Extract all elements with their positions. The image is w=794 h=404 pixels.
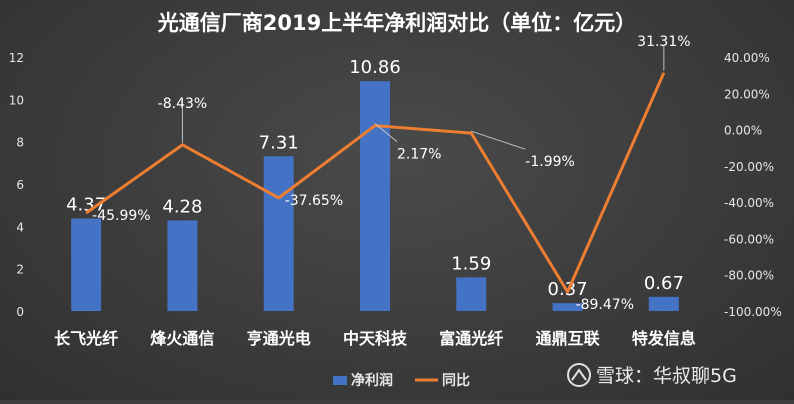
legend: 净利润 同比 bbox=[333, 372, 470, 389]
left-tick-label: 6 bbox=[16, 178, 24, 192]
bar bbox=[71, 218, 102, 311]
line-value-label: -45.99% bbox=[92, 208, 150, 224]
bar-value-label: 7.31 bbox=[259, 132, 299, 153]
left-tick-label: 4 bbox=[16, 220, 24, 234]
legend-label-line: 同比 bbox=[442, 372, 470, 389]
watermark-text: 雪球：华叔聊5G bbox=[596, 365, 737, 387]
line-value-label: -89.47% bbox=[576, 297, 634, 313]
x-category-label: 长飞光纤 bbox=[54, 329, 118, 348]
line-series bbox=[85, 72, 666, 294]
line-value-label: 31.31% bbox=[637, 34, 690, 50]
bar-value-label: 4.28 bbox=[162, 196, 202, 217]
right-tick-label: 0.00% bbox=[724, 124, 762, 138]
x-axis: 长飞光纤 烽火通信 亨通光电 中天科技 富通光纤 通鼎互联 特发信息 bbox=[54, 329, 696, 348]
right-tick-label: -20.00% bbox=[724, 160, 774, 174]
right-axis: -100.00% -80.00% -60.00% -40.00% -20.00% 0.00… bbox=[724, 51, 782, 319]
line-value-label: -37.65% bbox=[285, 193, 343, 209]
left-tick-label: 0 bbox=[16, 305, 24, 319]
line-path bbox=[85, 72, 666, 294]
bar-value-label: 0.67 bbox=[644, 273, 684, 294]
right-tick-label: 20.00% bbox=[724, 87, 770, 101]
right-tick-label: -100.00% bbox=[724, 305, 782, 319]
legend-label-bar: 净利润 bbox=[351, 372, 393, 389]
right-tick-label: 40.00% bbox=[724, 51, 770, 65]
left-axis: 0 2 4 6 8 10 12 bbox=[9, 51, 24, 319]
bar-value-label: 1.59 bbox=[451, 253, 491, 274]
legend-swatch-bar bbox=[333, 376, 347, 385]
x-category-label: 通鼎互联 bbox=[536, 329, 600, 348]
bar bbox=[167, 220, 198, 311]
bar-series bbox=[71, 81, 679, 311]
bar-value-label: 4.37 bbox=[66, 195, 106, 216]
bar-value-label: 10.86 bbox=[349, 57, 401, 78]
watermark: 雪球：华叔聊5G bbox=[567, 363, 737, 387]
right-tick-label: -40.00% bbox=[724, 196, 774, 210]
bar bbox=[456, 277, 487, 311]
right-tick-label: -60.00% bbox=[724, 232, 774, 246]
left-tick-label: 8 bbox=[16, 136, 24, 150]
bar bbox=[552, 303, 583, 311]
bar bbox=[360, 81, 390, 311]
x-category-label: 中天科技 bbox=[343, 329, 408, 348]
left-tick-label: 2 bbox=[16, 263, 24, 277]
bar bbox=[648, 296, 679, 311]
line-value-label: -1.99% bbox=[525, 154, 575, 170]
line-label-leader bbox=[471, 130, 526, 150]
left-tick-label: 10 bbox=[9, 93, 24, 107]
line-label-leader bbox=[374, 123, 398, 143]
x-category-label: 烽火通信 bbox=[150, 329, 214, 348]
x-category-label: 富通光纤 bbox=[439, 329, 503, 348]
left-tick-label: 12 bbox=[9, 51, 24, 65]
chart-title: 光通信厂商2019上半年净利润对比（单位：亿元） bbox=[157, 11, 636, 35]
x-category-label: 特发信息 bbox=[632, 329, 696, 348]
bar bbox=[263, 156, 294, 311]
x-category-label: 亨通光电 bbox=[247, 329, 311, 348]
right-tick-label: -80.00% bbox=[724, 269, 774, 283]
snowball-logo-icon bbox=[567, 363, 591, 387]
line-value-label: 2.17% bbox=[397, 147, 441, 163]
line-labels: -45.99% -8.43% -37.65% 2.17% -1.99% -89.47% 31… bbox=[92, 34, 690, 313]
line-value-label: -8.43% bbox=[158, 96, 208, 112]
